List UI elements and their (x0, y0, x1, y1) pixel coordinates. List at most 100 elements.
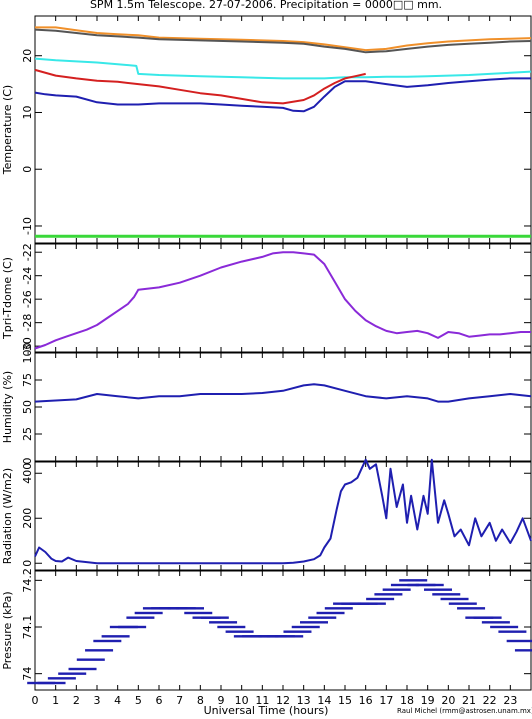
radiation-ytick-label: 200 (21, 508, 34, 529)
tdiff-ytick-label: -26 (21, 290, 34, 308)
pressure-series-blue-point (217, 625, 246, 629)
tdiff-y-axis-label: Tpri-Tdome (C) (1, 257, 14, 340)
temperature-ytick-label: 0 (21, 166, 34, 173)
tdiff-panel-frame (34, 243, 532, 353)
pressure-ytick-label: 74 (21, 667, 34, 681)
tdiff-series-purple-line (34, 251, 531, 350)
pressure-series-blue-point (126, 616, 155, 619)
humidity-y-axis-label: Humidity (%) (1, 371, 14, 443)
x-axis-label: Universal Time (hours) (203, 704, 329, 717)
radiation-ytick-label: 0 (21, 560, 34, 567)
temperature-ytick-label: 10 (21, 105, 34, 119)
pressure-series-blue-point (209, 621, 238, 624)
humidity-ytick-label: 50 (21, 400, 34, 414)
pressure-series-blue-point (473, 616, 502, 619)
pressure-series-blue-point (291, 625, 320, 629)
x-tick-label: 16 (359, 694, 373, 707)
temperature-series-red-line (34, 68, 366, 105)
x-tick-label: 14 (317, 694, 331, 707)
pressure-series-blue-point (184, 611, 213, 615)
x-tick-label: 17 (379, 694, 393, 707)
x-tick-label: 4 (114, 694, 121, 707)
pressure-series-blue-point (324, 607, 353, 610)
temperature-ytick-label: 20 (21, 49, 34, 63)
pressure-panel-frame (34, 570, 532, 691)
pressure-series-blue-point (432, 593, 461, 596)
tdiff-ytick-label: -28 (21, 314, 34, 332)
pressure-ytick-label: 74.1 (21, 615, 34, 640)
pressure-series-blue-point (283, 630, 312, 633)
x-tick-label: 0 (32, 694, 39, 707)
x-tick-label: 12 (276, 694, 290, 707)
pressure-series-blue-point (440, 597, 469, 601)
temperature-series-cyan-line (34, 57, 532, 80)
radiation-y-axis-label: Radiation (W/m2) (1, 468, 14, 564)
temperature-y-axis-label: Temperature (C) (1, 85, 14, 175)
pressure-series-blue-point (316, 611, 345, 615)
x-tick-label: 21 (462, 694, 476, 707)
humidity-ytick-label: 25 (21, 427, 34, 441)
pressure-series-blue-point (382, 588, 411, 591)
x-tick-label: 1 (52, 694, 59, 707)
tdiff-ytick-label: -22 (21, 243, 34, 261)
pressure-series-blue-point (357, 602, 386, 605)
x-tick-label: 23 (503, 694, 517, 707)
pressure-series-blue-point (514, 649, 532, 652)
pressure-series-blue-point (448, 602, 477, 605)
temperature-ytick-label: -10 (21, 217, 34, 235)
pressure-series-blue-point (490, 625, 519, 629)
x-tick-label: 10 (235, 694, 249, 707)
x-tick-label: 9 (218, 694, 225, 707)
x-tick-label: 13 (297, 694, 311, 707)
temperature-series-orange-line (35, 26, 532, 52)
x-tick-label: 6 (156, 694, 163, 707)
pressure-series-blue-point (415, 583, 444, 587)
pressure-series-blue-point (58, 672, 87, 675)
radiation-panel-frame (34, 461, 532, 571)
pressure-series-blue-point (37, 681, 66, 685)
pressure-series-blue-point (399, 579, 428, 582)
x-tick-label: 2 (73, 694, 80, 707)
pressure-series-blue-point (93, 639, 122, 643)
pressure-series-blue-point (308, 616, 337, 619)
pressure-series-blue-point (498, 630, 527, 633)
pressure-series-blue-point (134, 611, 163, 615)
pressure-series-blue-point (424, 588, 452, 591)
pressure-series-blue-point (300, 621, 328, 624)
radiation-ytick-label: 400 (21, 463, 34, 484)
x-tick-label: 22 (483, 694, 497, 707)
humidity-series-blue-line (34, 383, 532, 403)
humidity-panel-frame (34, 352, 532, 462)
pressure-series-blue-point (390, 583, 419, 587)
x-tick-label: 20 (441, 694, 455, 707)
pressure-ytick-label: 74.2 (21, 568, 34, 593)
pressure-series-blue-point (481, 621, 510, 624)
pressure-series-blue-point (366, 597, 395, 601)
pressure-series-blue-point (101, 635, 130, 638)
humidity-ytick-label: 75 (21, 373, 34, 387)
temperature-panel-frame (34, 15, 532, 244)
pressure-series-blue-point (457, 607, 486, 610)
pressure-series-blue-point (68, 667, 97, 671)
x-tick-label: 11 (255, 694, 269, 707)
pressure-series-blue-point (176, 607, 204, 610)
x-tick-label: 3 (94, 694, 101, 707)
pressure-series-blue-point (47, 677, 76, 680)
x-tick-label: 8 (197, 694, 204, 707)
tdiff-ytick-label: -30 (21, 337, 34, 355)
x-tick-label: 19 (421, 694, 435, 707)
pressure-series-blue-point (85, 649, 114, 652)
pressure-series-blue-point (225, 630, 254, 633)
humidity-ytick-label: 100 (21, 343, 34, 364)
pressure-series-blue-point (76, 658, 105, 661)
temperature-series-blue-line (34, 77, 531, 113)
radiation-series-blue-line (34, 458, 532, 565)
tdiff-ytick-label: -24 (21, 267, 34, 285)
x-tick-label: 15 (338, 694, 352, 707)
pressure-series-blue-point (200, 616, 229, 619)
pressure-series-blue-point (118, 625, 147, 629)
x-tick-label: 18 (400, 694, 414, 707)
pressure-series-blue-point (275, 635, 304, 638)
